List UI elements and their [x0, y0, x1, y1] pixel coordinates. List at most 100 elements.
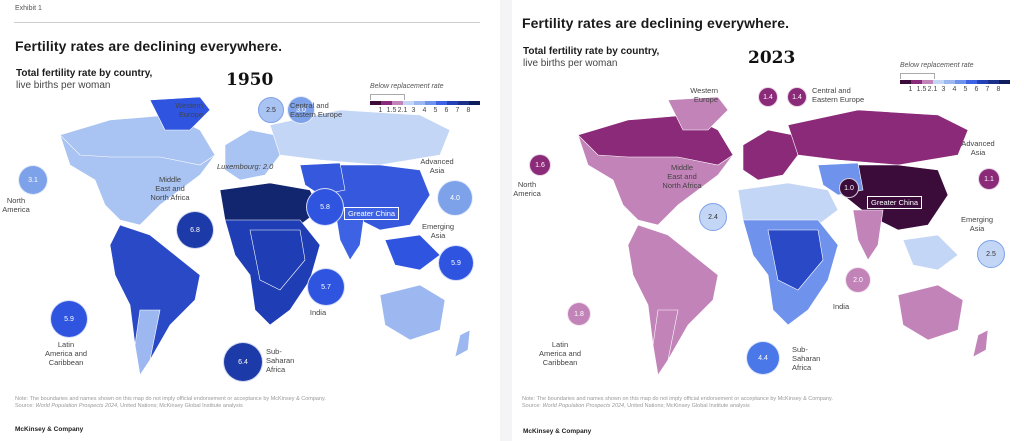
region-label-middle-east-and-north-africa: Middle East and North Africa [150, 175, 190, 202]
region-label-india: India [309, 308, 327, 317]
region-shape-latamS [652, 309, 679, 376]
legend-tick: 1.5 [916, 86, 927, 93]
legend-swatch [944, 80, 955, 84]
region-shape-africaC [767, 229, 824, 291]
legend-swatch [403, 101, 414, 105]
region-label-sub-saharan-africa: Sub- Saharan Africa [266, 347, 295, 374]
legend-swatch [447, 101, 458, 105]
legend-tick: 7 [455, 107, 460, 114]
region-label-central-and-eastern-europe: Central and Eastern Europe [812, 86, 865, 104]
legend-tick: 1.5 [386, 107, 397, 114]
region-shape-latam [109, 224, 201, 376]
region-shape-africaC [249, 229, 306, 291]
legend-swatch [458, 101, 469, 105]
legend-swatch [999, 80, 1010, 84]
region-bubble-emerging-asia: 2.5 [977, 240, 1005, 268]
region-label-sub-saharan-africa: Sub- Saharan Africa [792, 345, 821, 372]
region-label-latin-america-and-caribbean: Latin America and Caribbean [538, 340, 582, 367]
legend-swatch [900, 80, 911, 84]
legend-swatch [933, 80, 944, 84]
legend-color-bar [370, 101, 480, 105]
note-text: Note: The boundaries and names shown on … [15, 396, 326, 402]
region-label-north-america: North America [513, 180, 541, 198]
region-label-latin-america-and-caribbean: Latin America and Caribbean [44, 340, 88, 367]
world-map-2023 [577, 96, 989, 376]
greater-china-tag: Greater China [867, 196, 923, 209]
region-bubble-greater-china: 1.0 [839, 178, 859, 198]
year-label: 1950 [226, 70, 274, 90]
legend-swatch [966, 80, 977, 84]
legend-swatch [414, 101, 425, 105]
region-bubble-north-america: 1.6 [529, 154, 551, 176]
legend-tick: 4 [952, 86, 957, 93]
chart-subtitle-units: live births per woman [523, 58, 618, 69]
region-bubble-latin-america-and-caribbean: 5.9 [50, 300, 88, 338]
legend-tick: 2.1 [927, 86, 938, 93]
region-label-central-and-eastern-europe: Central and Eastern Europe [290, 101, 343, 119]
region-label-emerging-asia: Emerging Asia [421, 222, 455, 240]
chart-subtitle: Total fertility rate by country, [523, 46, 660, 57]
region-shape-greenland [149, 96, 211, 131]
region-bubble-india: 2.0 [845, 267, 871, 293]
region-label-emerging-asia: Emerging Asia [960, 215, 994, 233]
legend-title: Below replacement rate [370, 83, 444, 90]
brand-logo: McKinsey & Company [15, 426, 84, 433]
map-panel-1950: Exhibit 1 Fertility rates are declining … [0, 0, 500, 441]
chart-subtitle-units: live births per woman [16, 80, 111, 91]
legend-swatch [977, 80, 988, 84]
region-shape-mena [219, 182, 321, 226]
legend-tick: 8 [996, 86, 1001, 93]
legend-bracket [900, 73, 935, 79]
region-bubble-advanced-asia: 1.1 [978, 168, 1000, 190]
map-note: Note: The boundaries and names shown on … [15, 396, 326, 410]
legend-swatch [911, 80, 922, 84]
note-text: Note: The boundaries and names shown on … [522, 396, 833, 402]
region-shape-oceania [379, 284, 446, 341]
region-bubble-latin-america-and-caribbean: 1.8 [567, 302, 591, 326]
legend-tick: 6 [444, 107, 449, 114]
region-shape-nz [454, 329, 471, 358]
brand-logo: McKinsey & Company [523, 428, 592, 435]
world-map-1950 [59, 96, 471, 376]
chart-title: Fertility rates are declining everywhere… [15, 38, 283, 54]
region-bubble-central-and-eastern-europe: 3.0 [287, 96, 315, 124]
legend-swatch [922, 80, 933, 84]
region-shape-latam [627, 224, 719, 376]
legend-swatch [469, 101, 480, 105]
legend-tick: 3 [941, 86, 946, 93]
region-bubble-middle-east-and-north-africa: 6.8 [176, 211, 214, 249]
legend-tick: 4 [422, 107, 427, 114]
greater-china-tag: Greater China [344, 207, 400, 220]
luxembourg-annotation: Luxembourg: 2.0 [217, 162, 274, 171]
region-label-advanced-asia: Advanced Asia [420, 157, 454, 175]
region-bubble-western-europe: 1.4 [758, 87, 778, 107]
region-bubble-advanced-asia: 4.0 [437, 180, 473, 216]
legend-tick: 7 [985, 86, 990, 93]
year-label: 2023 [748, 48, 796, 68]
map-note: Note: The boundaries and names shown on … [522, 396, 833, 410]
legend-swatch [988, 80, 999, 84]
legend-swatch [392, 101, 403, 105]
legend-swatch [436, 101, 447, 105]
color-legend: Below replacement rate 1 1.52.1 3 4 5 6 7 8 [370, 83, 480, 114]
region-bubble-central-and-eastern-europe: 1.4 [787, 87, 807, 107]
region-bubble-western-europe: 2.5 [258, 97, 284, 123]
region-label-western-europe: Western Europe [175, 101, 203, 119]
legend-tick: 2.1 [397, 107, 408, 114]
region-shape-sea [384, 234, 441, 271]
legend-ticks: 1 1.52.1 3 4 5 6 7 8 [375, 107, 474, 114]
map-panel-2023: Fertility rates are declining everywhere… [512, 0, 1024, 441]
legend-title: Below replacement rate [900, 62, 974, 69]
region-label-middle-east-and-north-africa: Middle East and North Africa [662, 163, 702, 190]
region-bubble-sub-saharan-africa: 6.4 [223, 342, 263, 382]
legend-tick: 6 [974, 86, 979, 93]
legend-swatch [425, 101, 436, 105]
region-shape-europe [224, 129, 281, 181]
region-label-advanced-asia: Advanced Asia [961, 139, 995, 157]
legend-tick: 3 [411, 107, 416, 114]
legend-tick: 8 [466, 107, 471, 114]
region-shape-sea [902, 234, 959, 271]
region-shape-greenland [667, 96, 729, 131]
legend-tick: 1 [908, 86, 913, 93]
chart-subtitle: Total fertility rate by country, [16, 68, 153, 79]
